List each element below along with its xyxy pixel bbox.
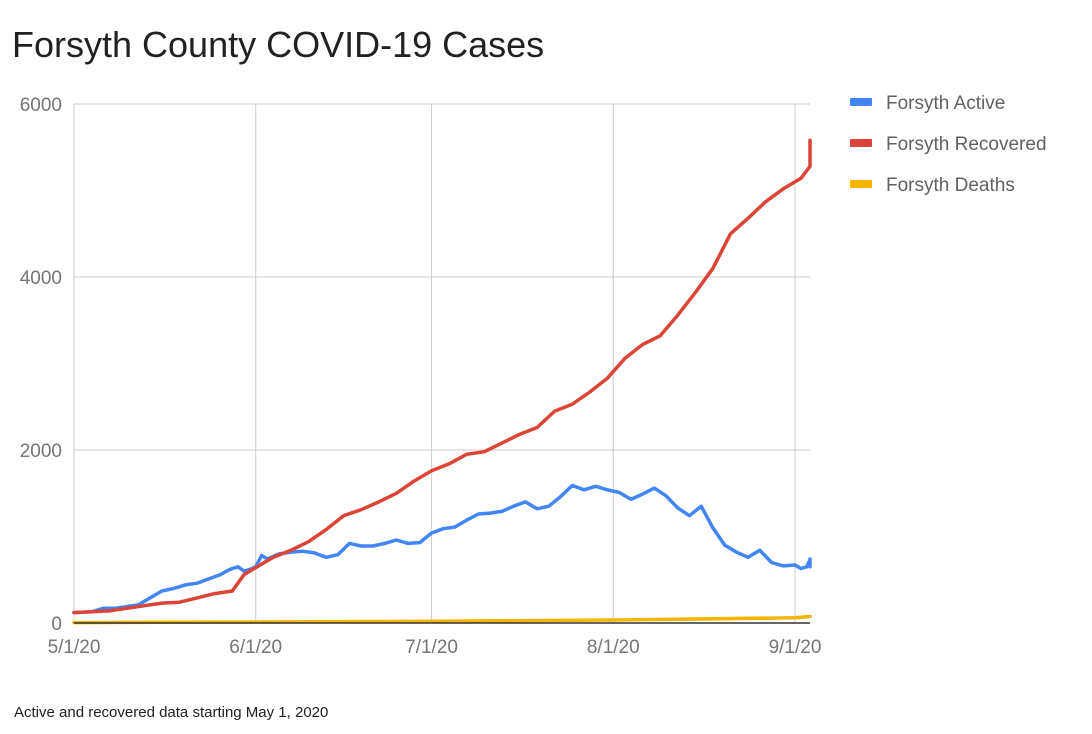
x-axis-ticks: 5/1/20 6/1/20 7/1/20 8/1/20 9/1/20: [48, 637, 822, 658]
legend-swatch-forsyth-recovered: [850, 139, 872, 147]
legend-label-forsyth-recovered: Forsyth Recovered: [886, 134, 1047, 155]
series-line-forsyth-deaths: [72, 614, 812, 625]
x-tick-label: 6/1/20: [229, 637, 282, 658]
x-tick-label: 7/1/20: [405, 637, 458, 658]
y-tick-label: 0: [51, 614, 62, 635]
y-tick-label: 4000: [20, 268, 62, 289]
series-line-forsyth-recovered: [72, 138, 812, 615]
legend: Forsyth Active Forsyth Recovered Forsyth D…: [850, 93, 1047, 196]
x-tick-label: 8/1/20: [587, 637, 640, 658]
y-tick-label: 2000: [20, 441, 62, 462]
legend-label-forsyth-active: Forsyth Active: [886, 93, 1005, 114]
x-tick-label: 9/1/20: [769, 637, 822, 658]
chart-footnote: Active and recovered data starting May 1…: [14, 704, 329, 721]
x-tick-label: 5/1/20: [48, 637, 101, 658]
y-axis-ticks: 0 2000 4000 6000: [20, 95, 62, 635]
series-lines: [72, 138, 812, 625]
legend-swatch-forsyth-active: [850, 98, 872, 106]
legend-swatch-forsyth-deaths: [850, 180, 872, 188]
y-tick-label: 6000: [20, 95, 62, 116]
chart-title: Forsyth County COVID-19 Cases: [12, 24, 545, 65]
legend-label-forsyth-deaths: Forsyth Deaths: [886, 175, 1015, 196]
grid-lines: [73, 103, 810, 623]
series-line-forsyth-active: [72, 483, 812, 615]
